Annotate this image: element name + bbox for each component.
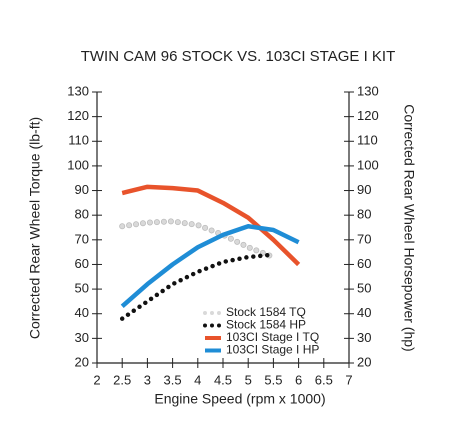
y-tick-label: 50: [75, 281, 89, 296]
x-tick-label: 3.5: [164, 372, 182, 387]
chart-title: TWIN CAM 96 STOCK VS. 103CI STAGE I KIT: [81, 48, 396, 65]
x-tick-label: 5: [245, 372, 252, 387]
y-axis-label: Corrected Rear Wheel Torque (lb-ft): [27, 117, 43, 339]
series-line: [120, 224, 300, 309]
y2-tick-label: 50: [357, 281, 371, 296]
y2-tick-label: 120: [357, 108, 379, 123]
y-tick-label: 40: [75, 305, 89, 320]
legend-label: 103CI Stage I TQ: [226, 330, 319, 344]
series-line: [119, 219, 276, 260]
series-line: [121, 184, 301, 267]
x-tick-label: 2: [93, 372, 100, 387]
x-tick-label: 7: [345, 372, 352, 387]
x-tick-label: 6: [295, 372, 302, 387]
series-line: [119, 252, 276, 321]
legend-label: 103CI Stage I HP: [226, 343, 319, 357]
x-tick-label: 5.5: [264, 372, 282, 387]
y-tick-label: 130: [67, 83, 89, 98]
y-tick-label: 120: [67, 108, 89, 123]
y-tick-label: 100: [67, 157, 89, 172]
y2-tick-label: 90: [357, 182, 371, 197]
x-tick-label: 3: [144, 372, 151, 387]
y2-tick-label: 80: [357, 207, 371, 222]
y2-tick-label: 100: [357, 157, 379, 172]
x-axis-label: Engine Speed (rpm x 1000): [154, 391, 325, 407]
x-tick-label: 4: [194, 372, 201, 387]
y2-tick-label: 30: [357, 330, 371, 345]
y-tick-label: 20: [75, 354, 89, 369]
y2-tick-label: 70: [357, 231, 371, 246]
y-tick-label: 110: [68, 133, 89, 148]
legend-label: Stock 1584 HP: [226, 318, 306, 332]
y-tick-label: 60: [75, 256, 89, 271]
x-tick-label: 4.5: [214, 372, 232, 387]
y-tick-label: 90: [75, 182, 89, 197]
y2-tick-label: 110: [357, 133, 378, 148]
y2-tick-label: 40: [357, 305, 371, 320]
y2-tick-label: 20: [357, 354, 371, 369]
y-tick-label: 80: [75, 207, 89, 222]
legend-label: Stock 1584 TQ: [226, 305, 306, 319]
x-tick-label: 2.5: [113, 372, 131, 387]
y-tick-label: 30: [75, 330, 89, 345]
y2-tick-label: 60: [357, 256, 371, 271]
y-tick-label: 70: [75, 231, 89, 246]
x-tick-label: 6.5: [315, 372, 333, 387]
y2-axis-label: Corrected Rear Wheel Horsepower (hp): [401, 104, 417, 351]
y2-tick-label: 130: [357, 83, 379, 98]
